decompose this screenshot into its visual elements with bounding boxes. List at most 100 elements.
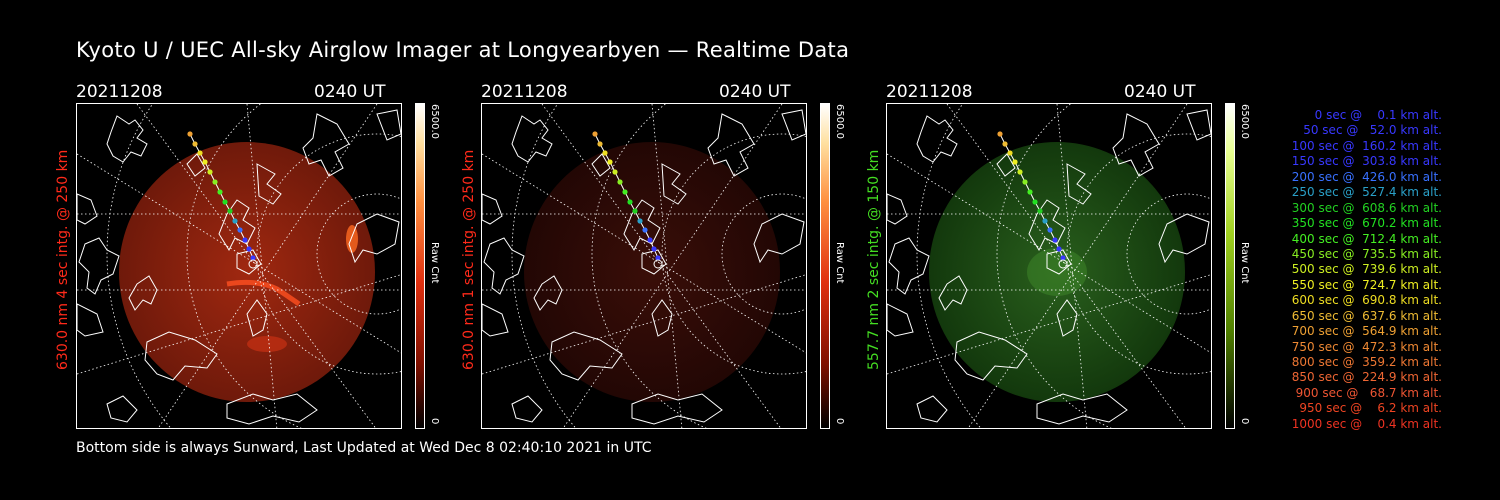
legend-row: 950 sec @ 6.2 km alt.	[1295, 401, 1442, 416]
legend-row: 200 sec @ 426.0 km alt.	[1287, 169, 1442, 184]
panel3-side-label: 557.7 nm 2 sec intg. @ 150 km	[866, 149, 882, 370]
trajectory-point	[212, 179, 218, 185]
page-title: Kyoto U / UEC All-sky Airglow Imager at …	[76, 38, 850, 62]
site-marker	[1058, 259, 1068, 269]
trajectory-point	[637, 218, 643, 224]
panel3-colorbar	[1225, 103, 1235, 429]
trajectory-point	[597, 141, 603, 147]
trajectory-point	[612, 169, 618, 175]
footer-update-note: Bottom side is always Sunward, Last Upda…	[76, 440, 652, 456]
legend-row: 550 sec @ 724.7 km alt.	[1287, 277, 1442, 292]
legend-row: 150 sec @ 303.8 km alt.	[1287, 154, 1442, 169]
trajectory-point	[1027, 189, 1033, 195]
panel1-allsky-image	[76, 103, 402, 429]
trajectory-point	[592, 131, 598, 137]
trajectory-point	[617, 179, 623, 185]
trajectory-point	[202, 159, 208, 165]
coastline	[1186, 109, 1211, 141]
trajectory-point	[1047, 227, 1053, 233]
allsky-map-svg	[77, 104, 401, 428]
legend-row: 700 sec @ 564.9 km alt.	[1287, 324, 1442, 339]
trajectory-point	[602, 150, 608, 156]
trajectory-point	[242, 237, 248, 243]
panel3-date: 20211208	[886, 82, 973, 102]
trajectory-point	[655, 255, 661, 261]
coastline	[302, 113, 350, 177]
coastline	[591, 153, 611, 177]
coastline	[106, 115, 148, 163]
legend-row: 900 sec @ 68.7 km alt.	[1291, 385, 1442, 400]
sky-image-disc	[119, 142, 375, 402]
panel1-date: 20211208	[76, 82, 163, 102]
coastline	[1036, 393, 1128, 425]
coastline	[77, 303, 104, 337]
panel2-colorbar	[820, 103, 830, 429]
legend-row: 100 sec @ 160.2 km alt.	[1287, 138, 1442, 153]
coastline	[128, 275, 158, 311]
coastline	[106, 395, 138, 423]
coastline	[623, 199, 661, 252]
panel1-colorbar-max: 6500.0	[429, 104, 440, 139]
coastline	[631, 393, 723, 425]
panel1-colorbar-min: 0	[429, 418, 440, 425]
coastline	[78, 237, 120, 295]
panel2-colorbar-min: 0	[834, 418, 845, 425]
coastline	[887, 193, 908, 225]
trajectory-point	[207, 169, 213, 175]
legend-row: 600 sec @ 690.8 km alt.	[1287, 293, 1442, 308]
panel2-allsky-image	[481, 103, 807, 429]
legend-row: 500 sec @ 739.6 km alt.	[1287, 262, 1442, 277]
trajectory-point	[651, 246, 657, 252]
coastline	[256, 163, 282, 205]
trajectory-point	[647, 237, 653, 243]
allsky-map-svg	[482, 104, 806, 428]
trajectory-point	[1052, 237, 1058, 243]
trajectory-point	[632, 208, 638, 214]
coastline	[916, 395, 948, 423]
coastline	[144, 331, 218, 381]
panel2-colorbar-max: 6500.0	[834, 104, 845, 139]
trajectory-point	[232, 218, 238, 224]
panel1-colorbar-unit: Raw Cnt	[429, 242, 440, 284]
coastline	[77, 193, 98, 225]
trajectory-point	[997, 131, 1003, 137]
coastline	[938, 275, 968, 311]
panel2-side-label: 630.0 nm 1 sec intg. @ 250 km	[461, 149, 477, 370]
coastline	[1066, 163, 1092, 205]
coastline	[1158, 213, 1210, 264]
allsky-map-svg	[887, 104, 1211, 428]
coastline	[511, 115, 553, 163]
trajectory-point	[642, 227, 648, 233]
coastline	[954, 331, 1028, 381]
coastline	[483, 237, 525, 295]
coastline	[376, 109, 401, 141]
coastline	[707, 113, 755, 177]
panel1-side-label: 630.0 nm 4 sec intg. @ 250 km	[55, 149, 71, 370]
trajectory-point	[1017, 169, 1023, 175]
trajectory-point	[1042, 218, 1048, 224]
coastline	[887, 303, 914, 337]
trajectory-point	[1037, 208, 1043, 214]
panel2-time: 0240 UT	[719, 82, 791, 102]
legend-row: 350 sec @ 670.2 km alt.	[1287, 216, 1442, 231]
legend-row: 1000 sec @ 0.4 km alt.	[1291, 416, 1442, 431]
panel1-colorbar	[415, 103, 425, 429]
coastline	[533, 275, 563, 311]
trajectory-point	[1060, 255, 1066, 261]
trajectory-point	[237, 227, 243, 233]
trajectory-time-altitude-legend: 0 sec @ 0.1 km alt. 50 sec @ 52.0 km alt…	[1262, 108, 1442, 432]
coastline	[651, 299, 673, 337]
trajectory-point	[197, 150, 203, 156]
coastline	[888, 237, 930, 295]
coastline	[511, 395, 543, 423]
sky-image-disc	[524, 142, 780, 402]
legend-row: 0 sec @ 0.1 km alt.	[1303, 108, 1442, 122]
coastline	[348, 213, 400, 264]
coastline	[1056, 299, 1078, 337]
trajectory-point	[250, 255, 256, 261]
panel3-colorbar-max: 6500.0	[1239, 104, 1250, 139]
trajectory-point	[222, 199, 228, 205]
coastline	[482, 193, 503, 225]
coastline	[482, 303, 509, 337]
trajectory-point	[192, 141, 198, 147]
